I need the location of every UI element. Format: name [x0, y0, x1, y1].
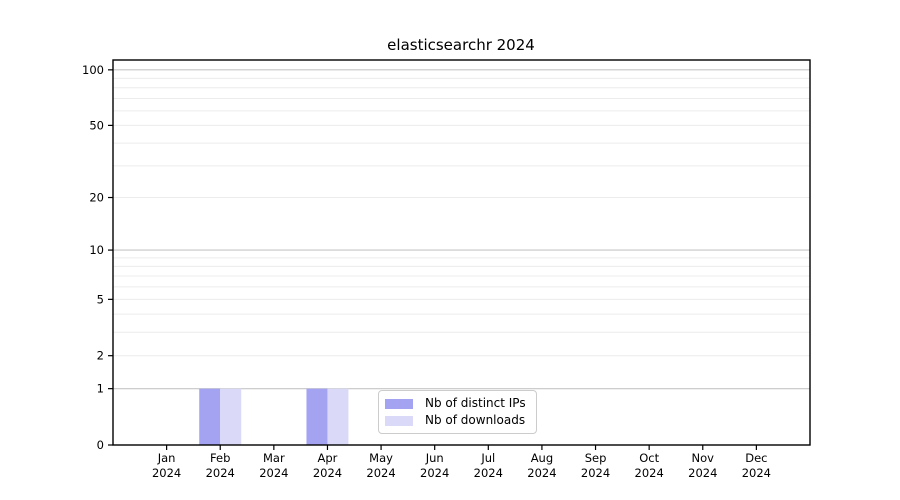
x-tick-label-month: Sep — [585, 451, 607, 465]
bar-downloads — [327, 388, 349, 445]
bar-distinct-ips — [306, 388, 328, 445]
x-tick-label-year: 2024 — [581, 466, 610, 480]
x-tick-label-year: 2024 — [474, 466, 503, 480]
x-tick-label-year: 2024 — [688, 466, 717, 480]
chart-legend: Nb of distinct IPs Nb of downloads — [378, 390, 537, 434]
x-tick-label-month: Jul — [480, 451, 495, 465]
x-tick-label-year: 2024 — [259, 466, 288, 480]
x-tick-label-year: 2024 — [742, 466, 771, 480]
legend-swatch-distinct-ips-icon — [385, 398, 413, 409]
y-tick-label: 10 — [89, 243, 104, 257]
y-tick-label: 20 — [89, 191, 104, 205]
x-tick-label-month: Feb — [210, 451, 230, 465]
bars — [199, 388, 349, 445]
x-tick-label-year: 2024 — [206, 466, 235, 480]
x-tick-label-month: Jan — [157, 451, 176, 465]
x-tick-label-year: 2024 — [366, 466, 395, 480]
plot-frame — [112, 59, 811, 446]
legend-swatch-downloads-icon — [385, 415, 413, 426]
y-tick-label: 0 — [97, 438, 104, 452]
bar-downloads — [220, 388, 242, 445]
x-tick-label-year: 2024 — [635, 466, 664, 480]
x-tick-label-year: 2024 — [420, 466, 449, 480]
x-tick-label-month: Mar — [263, 451, 285, 465]
legend-label-downloads: Nb of downloads — [425, 413, 526, 427]
bar-distinct-ips — [199, 388, 221, 445]
y-tick-label: 100 — [82, 63, 104, 77]
x-tick-label-month: Aug — [531, 451, 553, 465]
x-tick-label-month: Jun — [425, 451, 444, 465]
x-tick-label-year: 2024 — [527, 466, 556, 480]
x-tick-label-year: 2024 — [313, 466, 342, 480]
y-tick-label: 1 — [97, 382, 104, 396]
x-tick-label-month: Dec — [745, 451, 767, 465]
x-tick-label-year: 2024 — [152, 466, 181, 480]
chart-title: elasticsearchr 2024 — [387, 36, 535, 54]
gridlines — [113, 69, 810, 390]
legend-label-distinct-ips: Nb of distinct IPs — [425, 396, 526, 410]
x-tick-label-month: Apr — [318, 451, 338, 465]
legend-item-distinct-ips: Nb of distinct IPs — [385, 397, 526, 410]
x-tick-label-month: Oct — [639, 451, 659, 465]
x-tick-label-month: Nov — [692, 451, 715, 465]
axis-tick-labels: 0125102050100Jan2024Feb2024Mar2024Apr202… — [82, 63, 771, 480]
axes — [108, 59, 811, 450]
y-tick-label: 50 — [89, 118, 104, 132]
legend-item-downloads: Nb of downloads — [385, 414, 526, 427]
y-tick-label: 5 — [97, 292, 104, 306]
y-tick-label: 2 — [97, 349, 104, 363]
x-tick-label-month: May — [369, 451, 393, 465]
